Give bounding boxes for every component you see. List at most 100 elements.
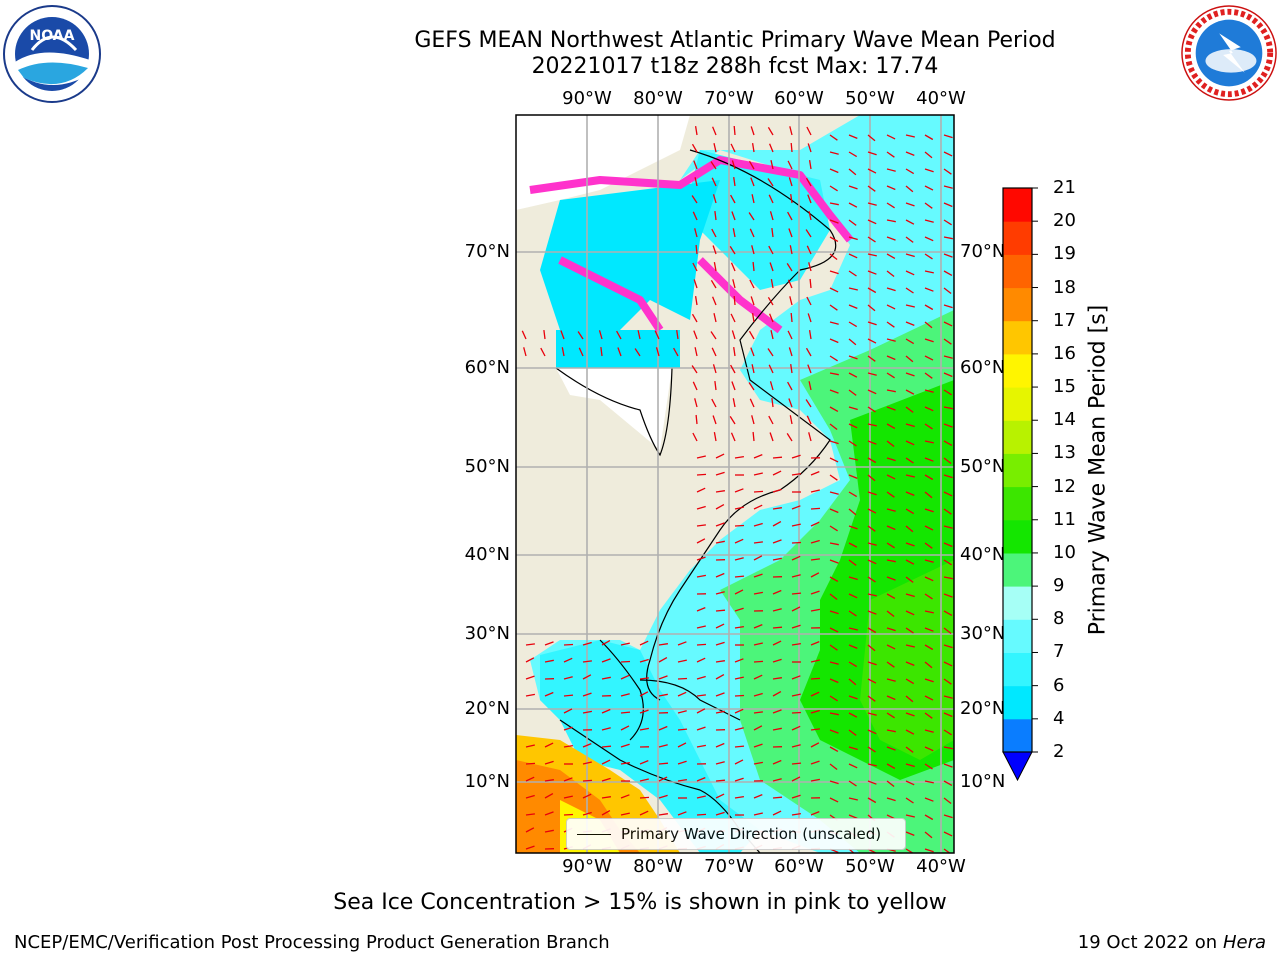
wave-arrow	[639, 778, 649, 782]
wave-arrow	[769, 432, 774, 442]
wave-arrow	[544, 691, 554, 697]
wave-arrow	[791, 454, 801, 459]
colorbar-band	[1003, 486, 1032, 521]
wave-arrow	[943, 270, 953, 276]
wave-arrow	[905, 695, 914, 703]
wave-arrow	[713, 431, 717, 442]
wave-arrow	[943, 253, 953, 258]
wave-arrow	[772, 608, 782, 612]
wave-arrow	[829, 695, 838, 702]
wave-arrow	[829, 474, 838, 481]
wave-arrow	[848, 236, 858, 241]
wave-arrow	[924, 610, 934, 614]
wave-arrow	[525, 657, 535, 663]
wave-arrow	[943, 202, 953, 208]
wave-arrow	[943, 491, 953, 497]
wave-arrow	[905, 202, 915, 207]
wave-arrow	[658, 794, 668, 799]
wave-arrow	[772, 507, 782, 510]
wave-arrow	[639, 709, 649, 714]
chart-subtitle: 20221017 t18z 288h fcst Max: 17.74	[531, 54, 939, 79]
wave-arrow	[750, 177, 755, 187]
wave-arrow	[787, 160, 793, 170]
wave-arrow	[829, 593, 838, 601]
wave-arrow	[924, 372, 933, 379]
wave-arrow	[748, 212, 755, 221]
wave-arrow	[848, 253, 858, 259]
colorbar-band	[1003, 652, 1032, 687]
wave-arrow	[677, 728, 688, 731]
wave-arrow	[582, 692, 592, 697]
wave-arrow	[886, 763, 896, 769]
wave-arrow	[772, 589, 782, 595]
wave-arrow	[886, 491, 895, 498]
wave-arrow	[677, 742, 687, 748]
wave-arrow	[658, 744, 668, 748]
wave-arrow	[886, 287, 896, 292]
wave-arrow	[544, 779, 554, 782]
wave-arrow	[809, 278, 812, 289]
wave-arrow	[848, 389, 857, 396]
wave-arrow	[598, 330, 603, 340]
wave-arrow	[924, 338, 934, 343]
wave-arrow	[943, 695, 953, 699]
wave-arrow	[768, 245, 774, 255]
wave-arrow	[924, 729, 934, 733]
wave-arrow	[601, 796, 611, 799]
wave-arrow	[924, 542, 933, 549]
wave-arrow	[772, 640, 782, 646]
wave-arrow	[753, 490, 764, 493]
wave-arrow	[753, 453, 763, 459]
wave-arrow	[886, 270, 895, 278]
wave-arrow	[791, 675, 801, 680]
wave-arrow	[924, 627, 934, 632]
wave-arrow	[805, 177, 812, 187]
wave-arrow	[867, 219, 877, 225]
wave-arrow	[848, 508, 857, 516]
wave-arrow	[677, 811, 687, 816]
wave-arrow	[715, 660, 725, 663]
wave-arrow	[753, 555, 763, 561]
wave-arrow	[772, 521, 782, 527]
sea-ice-caption: Sea Ice Concentration > 15% is shown in …	[333, 890, 947, 915]
wave-arrow	[848, 321, 858, 328]
wave-arrow	[750, 126, 755, 136]
wave-arrow	[886, 372, 895, 379]
wave-arrow	[786, 263, 793, 272]
wave-arrow	[767, 126, 774, 136]
ocean-field-12s	[860, 560, 954, 760]
wave-arrow	[808, 329, 812, 340]
wave-arrow	[711, 177, 717, 187]
wave-arrow	[732, 279, 736, 289]
wave-arrow	[867, 134, 876, 142]
wave-arrow	[943, 338, 952, 345]
wave-arrow	[769, 381, 774, 391]
wave-arrow	[867, 372, 877, 376]
wave-arrow	[616, 330, 622, 340]
wave-arrow	[525, 675, 535, 680]
wave-arrow	[829, 678, 839, 684]
wave-arrow	[886, 627, 896, 632]
wave-arrow	[730, 364, 736, 374]
wave-arrow	[848, 576, 858, 581]
wave-arrow	[829, 457, 839, 463]
wave-arrow	[563, 676, 573, 680]
wave-arrow	[620, 693, 630, 697]
wave-arrow	[867, 338, 877, 344]
wave-arrow	[807, 143, 812, 153]
wave-arrow	[769, 211, 774, 221]
wave-arrow	[710, 161, 717, 170]
wave-arrow	[924, 406, 934, 412]
lon-label-top: 80°W	[633, 88, 683, 109]
wave-arrow	[601, 745, 612, 748]
wave-arrow	[788, 177, 793, 187]
wave-arrow	[808, 159, 812, 170]
wave-arrow	[639, 691, 649, 697]
wave-arrow	[867, 151, 877, 156]
wave-arrow	[810, 489, 820, 493]
wave-arrow	[810, 521, 820, 527]
baffin-field	[690, 150, 830, 290]
wave-arrow	[695, 244, 698, 255]
colorbar-tick-label: 9	[1053, 575, 1065, 597]
wave-arrow	[696, 606, 706, 612]
